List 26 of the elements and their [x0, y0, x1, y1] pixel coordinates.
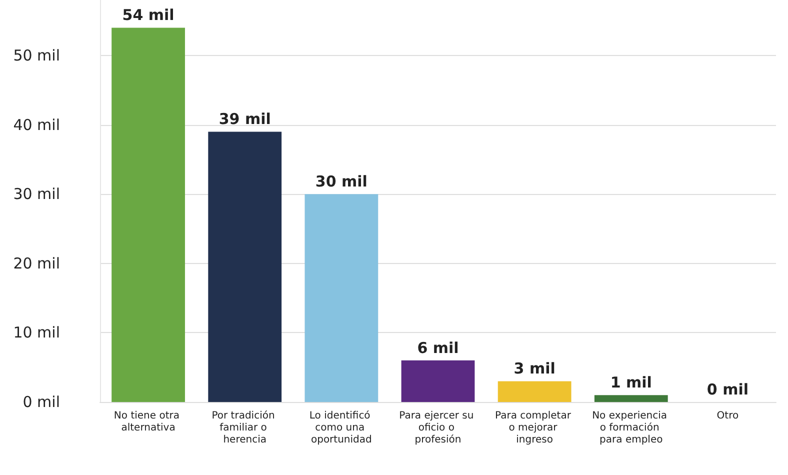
bar — [112, 28, 185, 402]
y-tick-label: 40 mil — [13, 116, 60, 134]
data-label: 3 mil — [514, 360, 556, 378]
x-tick-label: Para ejercer su oficio o profesión — [399, 410, 477, 446]
y-tick-label: 0 mil — [22, 393, 60, 411]
y-tick-label: 30 mil — [13, 185, 60, 204]
x-tick-label: Por tradición familiar o herencia — [212, 410, 278, 446]
y-tick-label: 50 mil — [13, 46, 60, 64]
x-tick-label: No experiencia o formación para empleo — [592, 410, 670, 446]
data-label: 1 mil — [610, 374, 652, 392]
data-label: 39 mil — [218, 110, 271, 128]
bar — [594, 395, 668, 402]
data-label: 54 mil — [122, 6, 174, 24]
bar — [401, 360, 475, 402]
data-label: 6 mil — [417, 338, 459, 357]
y-tick-label: 10 mil — [13, 324, 60, 342]
x-tick-label: Para completar o mejorar ingreso — [495, 410, 574, 446]
bar — [304, 194, 378, 402]
bar — [498, 381, 572, 402]
x-tick-label: No tiene otra alternativa — [114, 410, 183, 434]
data-label: 0 mil — [706, 380, 749, 398]
x-tick-label: Otro — [716, 410, 739, 422]
data-label: 30 mil — [315, 172, 368, 191]
bar — [208, 132, 282, 402]
x-tick-label: Lo identificó como una oportunidad — [309, 410, 374, 446]
y-tick-label: 20 mil — [13, 254, 60, 272]
